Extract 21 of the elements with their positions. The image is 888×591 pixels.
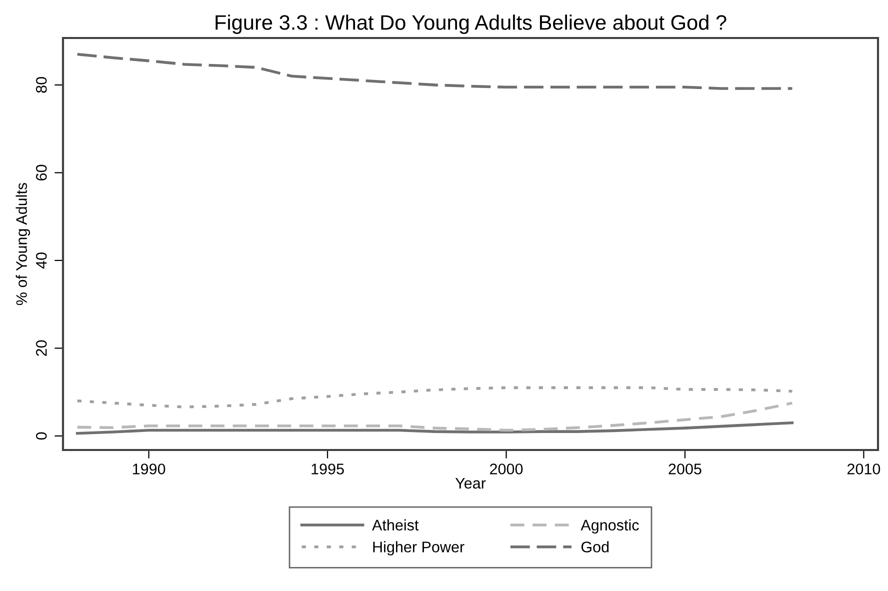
chart-title: Figure 3.3 : What Do Young Adults Believe about God ?: [216, 14, 726, 34]
line-series: [76, 402, 794, 432]
x-tick-label: 2005: [668, 464, 702, 474]
legend-label: Atheist: [372, 519, 419, 531]
y-tick-label: 20: [36, 340, 47, 356]
legend-label: Agnostic: [580, 519, 639, 534]
y-tick-label: 40: [36, 252, 47, 269]
line-series: [76, 52, 794, 90]
x-tick-label: 2010: [847, 464, 880, 474]
x-tick-label: 2000: [490, 464, 523, 474]
x-tick-label: 1990: [132, 464, 166, 474]
y-tick-label: 60: [36, 164, 47, 180]
y-tick-label: 0: [36, 432, 47, 440]
line-series: [76, 421, 794, 435]
x-axis-title: Year: [455, 478, 486, 489]
line-series: [76, 386, 794, 408]
legend-label: God: [581, 541, 609, 552]
legend-label: Higher Power: [373, 541, 464, 556]
x-tick-label: 1995: [312, 464, 344, 474]
y-tick-label: 80: [36, 77, 47, 93]
y-axis-title: % of Young Adults: [16, 182, 30, 306]
